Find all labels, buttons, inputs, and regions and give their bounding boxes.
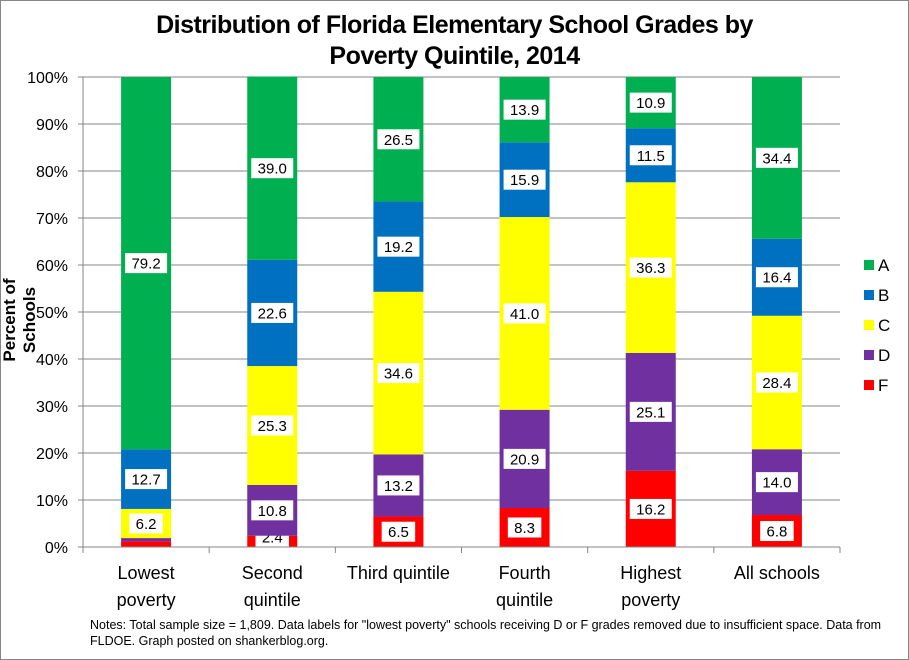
data-label: 14.0 xyxy=(762,475,791,492)
y-tick-label: 80% xyxy=(36,164,68,181)
data-label: 10.8 xyxy=(258,503,287,520)
data-label-bg xyxy=(755,472,798,493)
legend-swatch-a xyxy=(864,260,874,270)
data-label: 6.5 xyxy=(388,524,409,541)
legend-label-f: F xyxy=(878,376,888,395)
legend-label-b: B xyxy=(878,286,889,305)
legend-swatch-f xyxy=(864,380,874,390)
data-label: 6.2 xyxy=(136,516,157,533)
data-label-bg xyxy=(125,469,168,490)
data-label-bg xyxy=(251,415,294,436)
chart-notes: Notes: Total sample size = 1,809. Data l… xyxy=(90,618,882,648)
data-label: 11.5 xyxy=(637,148,665,165)
data-label: 6.8 xyxy=(766,524,787,541)
bar-segment-f xyxy=(121,541,172,547)
x-category-label: Third quintile xyxy=(347,563,450,583)
data-label: 39.0 xyxy=(258,161,287,178)
data-label: 36.3 xyxy=(636,260,665,277)
y-tick-label: 90% xyxy=(36,117,68,134)
bar-segment-d xyxy=(121,538,172,542)
data-label-bg xyxy=(377,475,420,496)
data-label-bg xyxy=(503,99,546,120)
legend-swatch-b xyxy=(864,290,874,300)
legend-label-c: C xyxy=(878,316,890,335)
legend-swatch-d xyxy=(864,350,874,360)
data-label-bg xyxy=(755,267,798,288)
x-category-label: Fourth xyxy=(499,563,551,583)
data-label: 13.9 xyxy=(510,102,539,119)
data-label: 25.1 xyxy=(636,404,665,421)
x-category-label: poverty xyxy=(621,590,680,610)
y-tick-label: 100% xyxy=(27,70,68,87)
x-category-label: All schools xyxy=(734,563,820,583)
data-label: 19.2 xyxy=(384,239,413,256)
y-tick-label: 40% xyxy=(36,352,68,369)
y-tick-label: 70% xyxy=(36,211,68,228)
data-label-bg xyxy=(503,303,546,324)
x-category-label: quintile xyxy=(496,590,553,610)
x-category-label: poverty xyxy=(117,590,176,610)
legend-swatch-c xyxy=(864,320,874,330)
data-label-bg xyxy=(377,129,420,150)
legend-label-a: A xyxy=(878,256,890,275)
x-category-label: Lowest xyxy=(118,563,175,583)
x-category-label: quintile xyxy=(244,590,301,610)
data-label: 34.4 xyxy=(762,150,791,167)
data-label: 28.4 xyxy=(762,375,791,392)
legend-label-d: D xyxy=(878,346,890,365)
data-label-bg xyxy=(251,302,294,323)
data-label: 34.6 xyxy=(384,366,413,383)
x-category-label: Highest xyxy=(620,563,681,583)
data-label: 25.3 xyxy=(258,418,287,435)
data-label-bg xyxy=(377,236,420,257)
data-label-bg xyxy=(503,448,546,469)
data-label: 41.0 xyxy=(510,306,539,323)
data-label-bg xyxy=(755,372,798,393)
data-label-bg xyxy=(760,521,794,542)
data-label-bg xyxy=(377,363,420,384)
data-label-bg xyxy=(507,517,542,538)
data-label: 13.2 xyxy=(384,478,413,495)
y-tick-label: 60% xyxy=(36,258,68,275)
data-label: 15.9 xyxy=(510,172,539,189)
data-label-bg xyxy=(381,521,416,542)
data-label-bg xyxy=(755,147,798,168)
data-label: 26.5 xyxy=(384,132,413,149)
y-tick-label: 10% xyxy=(36,493,68,510)
data-label-bg xyxy=(629,498,672,519)
data-label: 16.4 xyxy=(762,270,791,287)
data-label-bg xyxy=(629,401,672,422)
chart-title: Distribution of Florida Elementary Schoo… xyxy=(0,10,909,72)
data-label: 10.9 xyxy=(636,95,665,112)
data-label-bg xyxy=(129,513,163,534)
data-label-bg xyxy=(629,92,672,113)
data-label-bg xyxy=(629,257,672,278)
data-label-bg xyxy=(251,158,294,179)
y-tick-label: 0% xyxy=(45,540,68,557)
data-label-bg xyxy=(251,500,294,521)
x-category-label: Second xyxy=(242,563,303,583)
data-label-bg xyxy=(629,145,672,166)
y-tick-label: 50% xyxy=(36,305,68,322)
data-label: 79.2 xyxy=(131,256,160,273)
data-label-bg xyxy=(503,169,546,190)
y-tick-label: 20% xyxy=(36,446,68,463)
y-tick-label: 30% xyxy=(36,399,68,416)
data-label: 22.6 xyxy=(258,305,287,322)
data-label: 12.7 xyxy=(131,472,160,489)
data-label: 16.2 xyxy=(636,501,665,518)
data-label: 20.9 xyxy=(510,451,539,468)
chart-title-line-2: Poverty Quintile, 2014 xyxy=(329,42,580,70)
data-label-bg xyxy=(125,253,168,274)
chart-title-line-1: Distribution of Florida Elementary Schoo… xyxy=(156,11,753,39)
data-label: 8.3 xyxy=(514,520,535,537)
